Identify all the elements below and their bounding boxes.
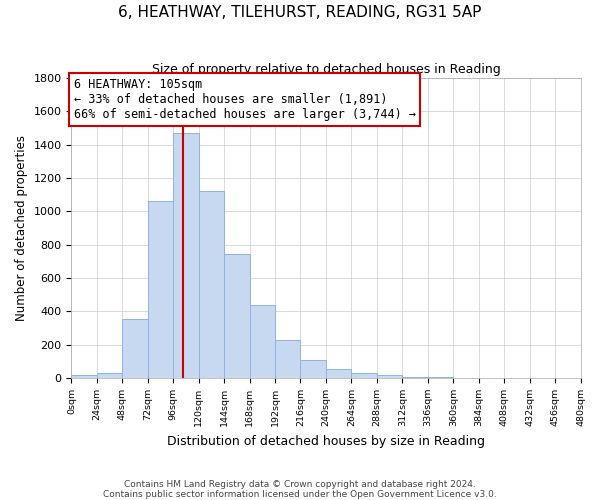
Bar — [352, 373, 377, 378]
X-axis label: Distribution of detached houses by size in Reading: Distribution of detached houses by size … — [167, 434, 485, 448]
Bar — [224, 254, 250, 378]
Bar — [326, 369, 352, 378]
Text: 6 HEATHWAY: 105sqm
← 33% of detached houses are smaller (1,891)
66% of semi-deta: 6 HEATHWAY: 105sqm ← 33% of detached hou… — [74, 78, 416, 121]
Bar — [71, 376, 97, 378]
Bar — [301, 360, 326, 378]
Y-axis label: Number of detached properties: Number of detached properties — [15, 135, 28, 321]
Text: Contains HM Land Registry data © Crown copyright and database right 2024.
Contai: Contains HM Land Registry data © Crown c… — [103, 480, 497, 499]
Bar — [275, 340, 301, 378]
Bar — [122, 319, 148, 378]
Title: Size of property relative to detached houses in Reading: Size of property relative to detached ho… — [152, 62, 500, 76]
Bar — [97, 373, 122, 378]
Bar — [403, 377, 428, 378]
Bar — [148, 202, 173, 378]
Bar — [173, 133, 199, 378]
Bar — [377, 375, 403, 378]
Bar — [199, 192, 224, 378]
Text: 6, HEATHWAY, TILEHURST, READING, RG31 5AP: 6, HEATHWAY, TILEHURST, READING, RG31 5A… — [118, 5, 482, 20]
Bar — [250, 304, 275, 378]
